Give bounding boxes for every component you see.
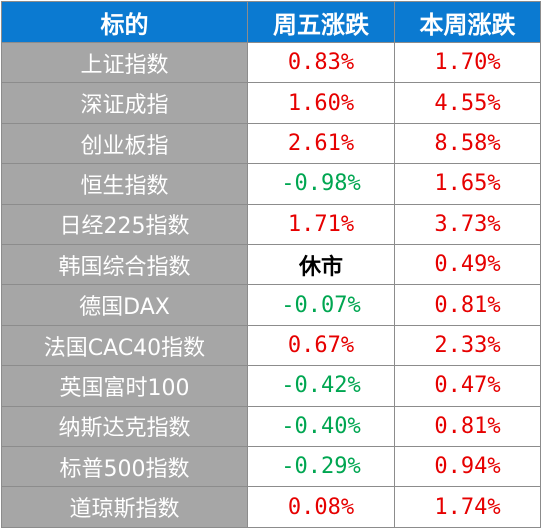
week-change-value: 1.74%	[394, 486, 541, 528]
week-change-value: 0.81%	[394, 284, 541, 326]
table-row: 道琼斯指数 0.08% 1.74%	[1, 486, 541, 528]
table-row: 创业板指 2.61% 8.58%	[1, 122, 541, 165]
week-change-value: 1.65%	[394, 163, 541, 205]
friday-change-value: -0.29%	[247, 446, 395, 488]
table-row: 恒生指数 -0.98% 1.65%	[1, 163, 541, 205]
table-row: 上证指数 0.83% 1.70%	[1, 41, 541, 84]
instrument-name: 恒生指数	[1, 163, 248, 205]
friday-change-value: 0.83%	[247, 41, 395, 84]
friday-change-value: -0.42%	[247, 365, 395, 407]
friday-change-value: 1.60%	[247, 82, 395, 124]
friday-change-value: 0.08%	[247, 486, 395, 528]
instrument-name: 深证成指	[1, 82, 248, 124]
friday-change-value: 0.67%	[247, 324, 395, 367]
week-change-value: 1.70%	[394, 41, 541, 84]
friday-change-value: -0.98%	[247, 163, 395, 205]
table-row: 法国CAC40指数 0.67% 2.33%	[1, 324, 541, 367]
friday-change-value: -0.40%	[247, 405, 395, 448]
header-week-change: 本周涨跌	[394, 1, 541, 43]
table-row: 英国富时100 -0.42% 0.47%	[1, 365, 541, 407]
week-change-value: 8.58%	[394, 122, 541, 165]
instrument-name: 德国DAX	[1, 284, 248, 326]
week-change-value: 0.81%	[394, 405, 541, 448]
friday-change-value: 1.71%	[247, 203, 395, 246]
instrument-name: 纳斯达克指数	[1, 405, 248, 448]
table-row: 纳斯达克指数 -0.40% 0.81%	[1, 405, 541, 448]
friday-change-value: 2.61%	[247, 122, 395, 165]
instrument-name: 韩国综合指数	[1, 244, 248, 286]
table-row: 标普500指数 -0.29% 0.94%	[1, 446, 541, 488]
header-friday-change: 周五涨跌	[247, 1, 395, 43]
friday-change-value: -0.07%	[247, 284, 395, 326]
week-change-value: 0.47%	[394, 365, 541, 407]
instrument-name: 上证指数	[1, 41, 248, 84]
table-row: 德国DAX -0.07% 0.81%	[1, 284, 541, 326]
header-row: 标的 周五涨跌 本周涨跌	[1, 1, 541, 43]
instrument-name: 创业板指	[1, 122, 248, 165]
header-instrument: 标的	[1, 1, 248, 43]
instrument-name: 日经225指数	[1, 203, 248, 246]
week-change-value: 2.33%	[394, 324, 541, 367]
week-change-value: 3.73%	[394, 203, 541, 246]
table-row: 深证成指 1.60% 4.55%	[1, 82, 541, 124]
instrument-name: 法国CAC40指数	[1, 324, 248, 367]
friday-change-value: 休市	[247, 244, 395, 286]
week-change-value: 0.94%	[394, 446, 541, 488]
table-row: 韩国综合指数 休市 0.49%	[1, 244, 541, 286]
week-change-value: 4.55%	[394, 82, 541, 124]
instrument-name: 道琼斯指数	[1, 486, 248, 528]
instrument-name: 标普500指数	[1, 446, 248, 488]
instrument-name: 英国富时100	[1, 365, 248, 407]
week-change-value: 0.49%	[394, 244, 541, 286]
table-row: 日经225指数 1.71% 3.73%	[1, 203, 541, 246]
